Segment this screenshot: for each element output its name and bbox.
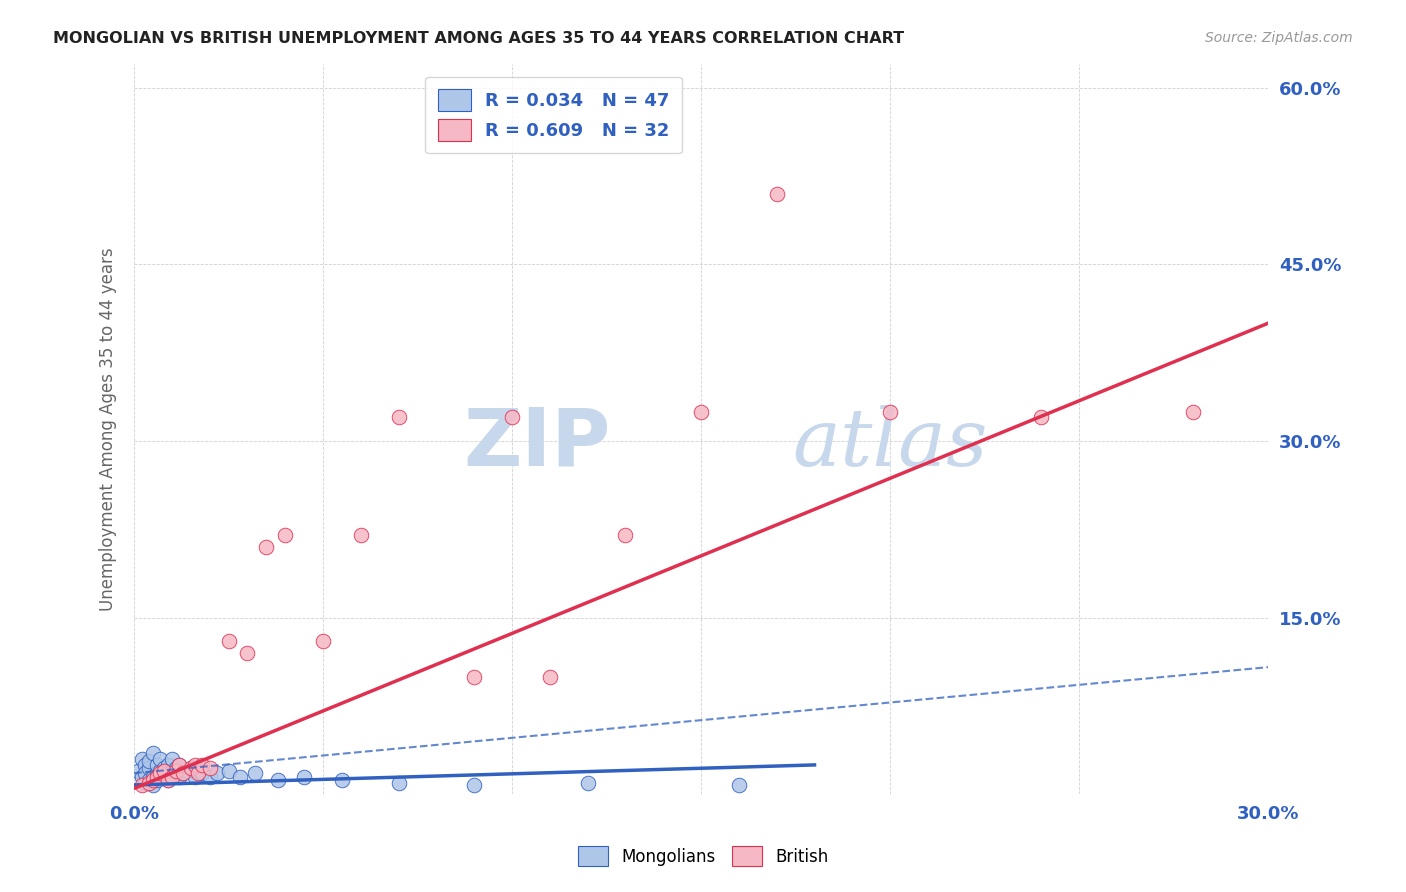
Point bbox=[180, 761, 202, 775]
Point bbox=[169, 758, 191, 772]
Point bbox=[765, 186, 787, 201]
Point bbox=[690, 404, 713, 418]
Text: atlas: atlas bbox=[792, 405, 987, 483]
Point bbox=[236, 646, 259, 660]
Point bbox=[330, 773, 353, 788]
Point bbox=[160, 770, 183, 784]
Text: MONGOLIAN VS BRITISH UNEMPLOYMENT AMONG AGES 35 TO 44 YEARS CORRELATION CHART: MONGOLIAN VS BRITISH UNEMPLOYMENT AMONG … bbox=[53, 31, 904, 46]
Point bbox=[153, 770, 176, 784]
Point bbox=[463, 778, 485, 792]
Point bbox=[350, 528, 373, 542]
Point bbox=[728, 778, 751, 792]
Point bbox=[138, 773, 160, 788]
Text: ZIP: ZIP bbox=[463, 405, 610, 483]
Point bbox=[187, 764, 209, 778]
Point bbox=[131, 778, 153, 792]
Point bbox=[165, 761, 187, 775]
Y-axis label: Unemployment Among Ages 35 to 44 years: Unemployment Among Ages 35 to 44 years bbox=[100, 247, 117, 611]
Point bbox=[267, 773, 290, 788]
Point bbox=[172, 766, 194, 780]
Point bbox=[879, 404, 901, 418]
Point bbox=[157, 773, 180, 788]
Point bbox=[538, 669, 561, 683]
Point bbox=[153, 766, 176, 780]
Point bbox=[205, 766, 228, 780]
Point bbox=[169, 770, 191, 784]
Point bbox=[169, 758, 191, 772]
Point bbox=[198, 761, 221, 775]
Point bbox=[149, 752, 172, 766]
Point bbox=[145, 758, 167, 772]
Point bbox=[229, 770, 252, 784]
Point bbox=[131, 770, 153, 784]
Point bbox=[145, 770, 167, 784]
Point bbox=[243, 766, 266, 780]
Point bbox=[138, 755, 160, 769]
Point bbox=[180, 761, 202, 775]
Point bbox=[614, 528, 637, 542]
Point bbox=[138, 775, 160, 789]
Point bbox=[218, 764, 240, 778]
Point bbox=[138, 761, 160, 775]
Point bbox=[145, 766, 167, 780]
Point bbox=[153, 761, 176, 775]
Point bbox=[145, 773, 167, 788]
Point bbox=[388, 775, 411, 789]
Point bbox=[1031, 410, 1053, 425]
Point bbox=[153, 764, 176, 778]
Point bbox=[312, 634, 335, 648]
Point bbox=[388, 410, 411, 425]
Point bbox=[142, 773, 165, 788]
Point bbox=[160, 764, 183, 778]
Point bbox=[142, 746, 165, 760]
Point bbox=[176, 764, 198, 778]
Point bbox=[183, 770, 205, 784]
Point bbox=[160, 752, 183, 766]
Point bbox=[134, 758, 156, 772]
Point bbox=[183, 758, 205, 772]
Point bbox=[463, 669, 485, 683]
Point bbox=[198, 770, 221, 784]
Point bbox=[142, 778, 165, 792]
Point bbox=[172, 766, 194, 780]
Point bbox=[576, 775, 599, 789]
Point bbox=[165, 766, 187, 780]
Point bbox=[218, 634, 240, 648]
Point bbox=[149, 764, 172, 778]
Point bbox=[254, 540, 277, 554]
Point bbox=[160, 770, 183, 784]
Point bbox=[127, 764, 149, 778]
Point bbox=[292, 770, 315, 784]
Point bbox=[191, 766, 214, 780]
Point bbox=[187, 766, 209, 780]
Legend: Mongolians, British: Mongolians, British bbox=[569, 838, 837, 875]
Point bbox=[274, 528, 297, 542]
Point bbox=[142, 770, 165, 784]
Point bbox=[191, 758, 214, 772]
Point bbox=[1181, 404, 1204, 418]
Text: Source: ZipAtlas.com: Source: ZipAtlas.com bbox=[1205, 31, 1353, 45]
Point bbox=[134, 766, 156, 780]
Point bbox=[134, 775, 156, 789]
Legend: R = 0.034   N = 47, R = 0.609   N = 32: R = 0.034 N = 47, R = 0.609 N = 32 bbox=[426, 77, 682, 153]
Point bbox=[157, 773, 180, 788]
Point bbox=[501, 410, 523, 425]
Point bbox=[131, 752, 153, 766]
Point bbox=[149, 766, 172, 780]
Point bbox=[165, 764, 187, 778]
Point bbox=[157, 758, 180, 772]
